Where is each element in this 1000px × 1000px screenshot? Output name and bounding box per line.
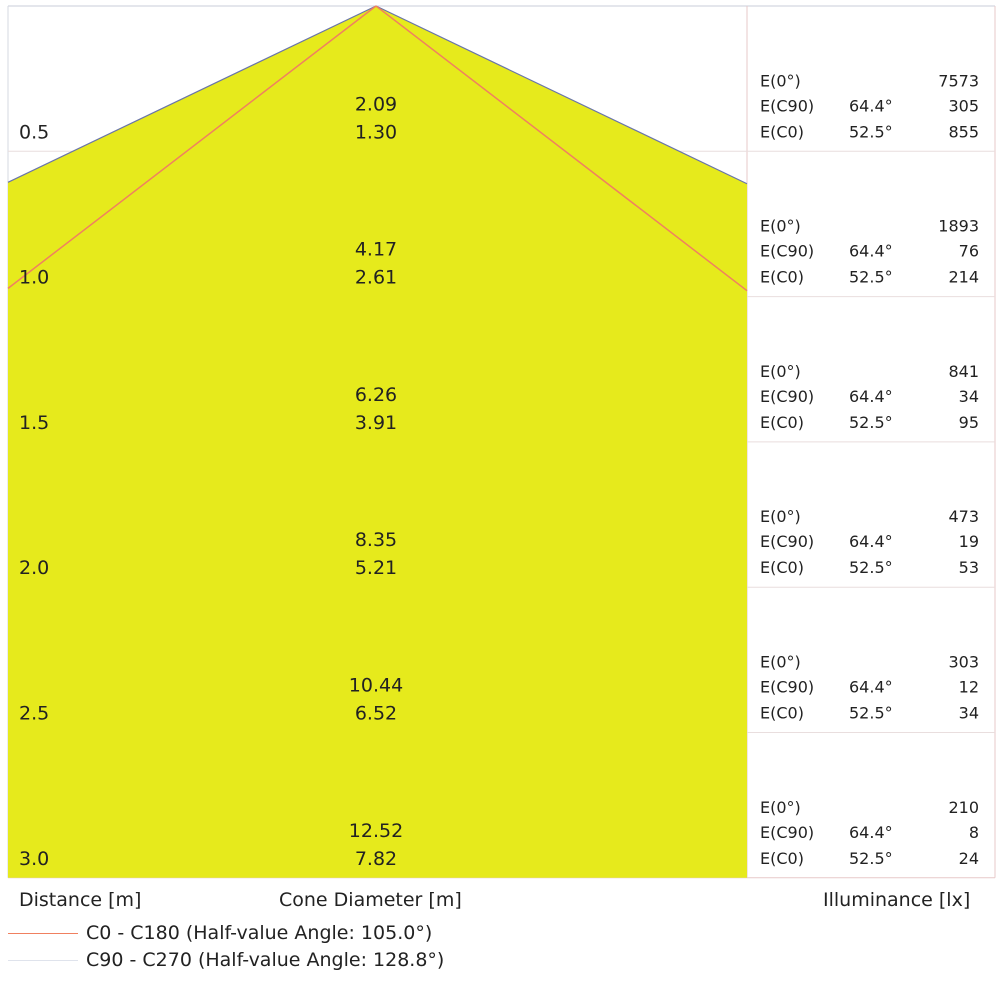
ec90-label: E(C90) <box>760 532 814 551</box>
c0-boundary-right <box>375 5 748 292</box>
cone-diameter-c0: 5.21 <box>355 557 397 579</box>
cone-diameter-c0: 3.91 <box>355 412 397 434</box>
ec0-angle: 52.5° <box>849 849 893 868</box>
e0-value: 841 <box>948 362 979 381</box>
cone-c90-fill <box>8 6 747 878</box>
ec90-value: 12 <box>959 678 979 697</box>
c90-boundary-right <box>375 5 748 185</box>
ec0-label: E(C0) <box>760 413 804 432</box>
ec0-label: E(C0) <box>760 558 804 577</box>
ec90-angle: 64.4° <box>849 532 893 551</box>
ec0-label: E(C0) <box>760 268 804 287</box>
cone-diagram: 0.5 2.09 1.30 E(0°) 7573 E(C90) 64.4° 305 E(C0) 5… <box>7 5 996 879</box>
ec90-angle: 64.4° <box>849 387 893 406</box>
cone-diameter-label: Cone Diameter [m] <box>279 889 462 911</box>
cone-diameter-c0: 7.82 <box>355 848 397 870</box>
cone-diameter-c90: 4.17 <box>355 239 397 261</box>
cone-diameter-c90: 10.44 <box>349 675 403 697</box>
cone-diameter-c90: 6.26 <box>355 384 397 406</box>
e0-label: E(0°) <box>760 798 801 817</box>
legend-c90-line <box>8 960 78 961</box>
ec0-angle: 52.5° <box>849 558 893 577</box>
ec0-angle: 52.5° <box>849 413 893 432</box>
e0-value: 210 <box>948 798 979 817</box>
ec0-value: 34 <box>959 704 979 723</box>
ec0-label: E(C0) <box>760 849 804 868</box>
ec90-label: E(C90) <box>760 678 814 697</box>
c0-boundary-left <box>7 5 377 289</box>
ec90-angle: 64.4° <box>849 823 893 842</box>
ec90-value: 19 <box>959 532 979 551</box>
ec0-angle: 52.5° <box>849 268 893 287</box>
ec90-angle: 64.4° <box>849 678 893 697</box>
e0-label: E(0°) <box>760 653 801 672</box>
e0-label: E(0°) <box>760 362 801 381</box>
ec90-label: E(C90) <box>760 387 814 406</box>
distance-label: 3.0 <box>19 848 49 870</box>
distance-label: 0.5 <box>19 121 49 143</box>
distance-label: 1.5 <box>19 412 49 434</box>
ec90-label: E(C90) <box>760 823 814 842</box>
distance-rows: 0.5 2.09 1.30 E(0°) 7573 E(C90) 64.4° 305 E(C0) 5… <box>19 71 979 870</box>
distance-axis-label: Distance [m] <box>19 889 142 911</box>
ec0-value: 24 <box>959 849 979 868</box>
ec0-angle: 52.5° <box>849 704 893 723</box>
e0-value: 1893 <box>938 217 979 236</box>
distance-label: 2.5 <box>19 703 49 725</box>
legend-c0-text: C0 - C180 (Half-value Angle: 105.0°) <box>86 922 433 944</box>
legend-c90-text: C90 - C270 (Half-value Angle: 128.8°) <box>86 949 445 971</box>
ec0-value: 95 <box>959 413 979 432</box>
ec90-angle: 64.4° <box>849 96 893 115</box>
cone-diameter-c90: 12.52 <box>349 820 403 842</box>
cone-diameter-c0: 6.52 <box>355 703 397 725</box>
ec0-value: 214 <box>948 268 979 287</box>
distance-label: 2.0 <box>19 557 49 579</box>
c90-boundary-left <box>7 5 377 183</box>
e0-value: 303 <box>948 653 979 672</box>
ec90-value: 76 <box>959 242 979 261</box>
cone-diameter-c90: 8.35 <box>355 529 397 551</box>
e0-label: E(0°) <box>760 71 801 90</box>
ec90-value: 34 <box>959 387 979 406</box>
ec0-label: E(C0) <box>760 122 804 141</box>
ec0-label: E(C0) <box>760 704 804 723</box>
e0-label: E(0°) <box>760 217 801 236</box>
cone-diameter-c0: 2.61 <box>355 267 397 289</box>
e0-label: E(0°) <box>760 507 801 526</box>
cone-diameter-c0: 1.30 <box>355 121 397 143</box>
e0-value: 473 <box>948 507 979 526</box>
cone-diameter-c90: 2.09 <box>355 93 397 115</box>
distance-label: 1.0 <box>19 267 49 289</box>
legend-c0-line <box>8 933 78 934</box>
ec90-value: 305 <box>948 96 979 115</box>
illuminance-label: Illuminance [lx] <box>823 889 971 911</box>
ec0-value: 53 <box>959 558 979 577</box>
ec90-value: 8 <box>969 823 979 842</box>
ec90-angle: 64.4° <box>849 242 893 261</box>
ec0-value: 855 <box>948 122 979 141</box>
ec0-angle: 52.5° <box>849 122 893 141</box>
ec90-label: E(C90) <box>760 242 814 261</box>
e0-value: 7573 <box>938 71 979 90</box>
ec90-label: E(C90) <box>760 96 814 115</box>
